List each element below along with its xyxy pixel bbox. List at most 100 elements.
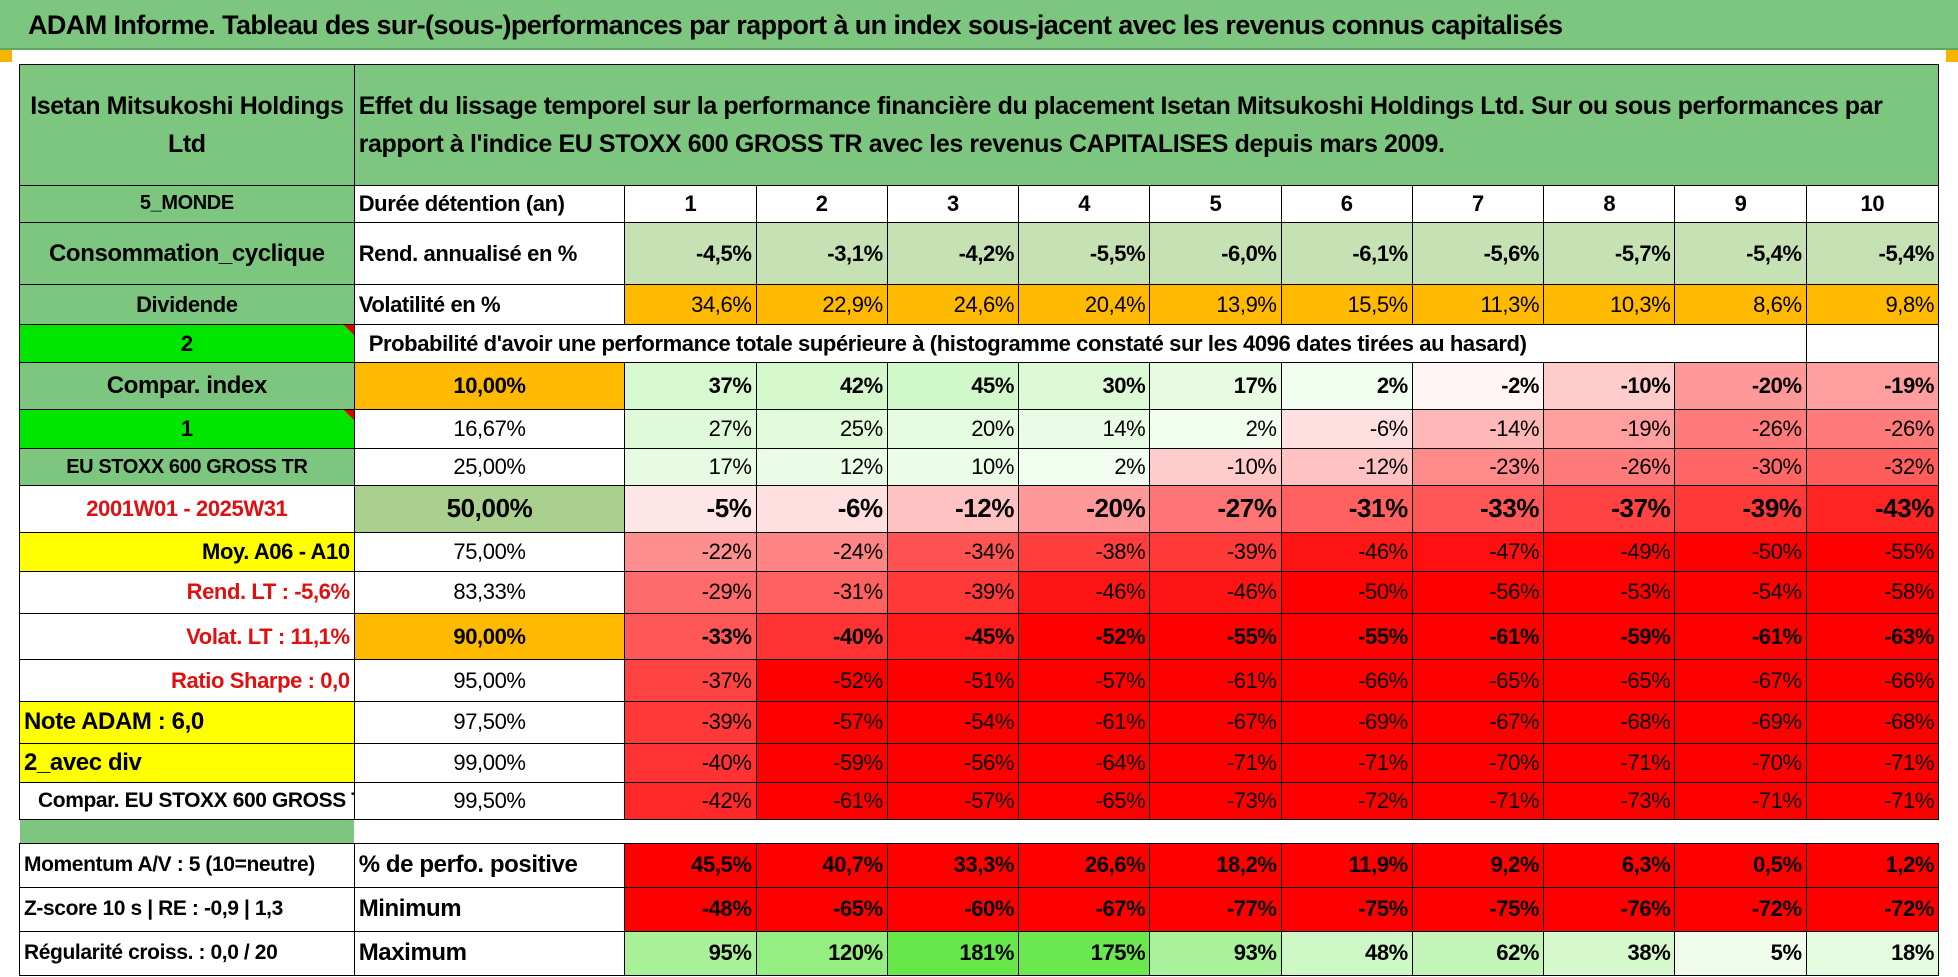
percentile-value: -66% (1280, 659, 1413, 702)
year-header: 3 (886, 184, 1020, 223)
volatility-label: Volatilité en % (353, 284, 626, 325)
percentile-value: 2% (1018, 448, 1151, 487)
minimum-value: -75% (1411, 886, 1545, 932)
annual-return-value: -3,1% (755, 221, 888, 286)
percentile-value: -40% (624, 742, 757, 784)
annual-return-label: Rend. annualisé en % (353, 221, 626, 286)
volatility-value: 8,6% (1674, 284, 1807, 325)
percentile-row: 2001W01 - 2025W31 50,00% -5% -6% -12% -20% -27… (19, 485, 1940, 533)
percentile-threshold: 95,00% (353, 659, 626, 702)
percentile-value: -55% (1805, 531, 1940, 573)
percentile-value: -54% (886, 700, 1020, 744)
percentile-value: 2% (1280, 362, 1413, 410)
percentile-value: -27% (1149, 485, 1282, 533)
percentile-value: -31% (755, 571, 888, 614)
maximum-value: 95% (624, 930, 757, 977)
maximum-value: 48% (1280, 930, 1413, 977)
percentile-value: -71% (1411, 782, 1545, 821)
percentile-value: -42% (624, 782, 757, 821)
positive-value: 6,3% (1543, 842, 1676, 888)
corner-marker-right (1946, 50, 1958, 62)
percentile-row: EU STOXX 600 GROSS TR 25,00% 17% 12% 10% 2% -1… (19, 448, 1940, 487)
percentile-value: -12% (886, 485, 1020, 533)
corner-marker-left (0, 50, 12, 62)
positive-value: 0,5% (1674, 842, 1807, 888)
percentile-value: -53% (1543, 571, 1676, 614)
positive-value: 45,5% (624, 842, 757, 888)
sector-label: Consommation_cyclique (19, 221, 355, 286)
table-description: Effet du lissage temporel sur la perform… (353, 64, 1940, 186)
annual-return-value: -5,6% (1411, 221, 1545, 286)
percentile-value: -26% (1805, 408, 1940, 450)
selector-2: 2 (19, 323, 355, 364)
dividend-mode: 2_avec div (19, 742, 355, 784)
year-header: 8 (1543, 184, 1676, 223)
year-header: 4 (1018, 184, 1151, 223)
percentile-value: -5% (624, 485, 757, 533)
percentile-value: -68% (1543, 700, 1676, 744)
percentile-threshold: 99,50% (353, 782, 626, 821)
percentile-value: -33% (624, 612, 757, 661)
annual-return-value: -4,2% (886, 221, 1020, 286)
percentile-value: -20% (1018, 485, 1151, 533)
percentile-value: -50% (1280, 571, 1413, 614)
sharpe-ratio: Ratio Sharpe : 0,0 (19, 659, 355, 702)
percentile-threshold: 50,00% (353, 485, 626, 533)
percentile-value: 17% (1149, 362, 1282, 410)
probability-header-row: 2 Probabilité d'avoir une performance tot… (19, 323, 1940, 364)
percentile-value: -46% (1149, 571, 1282, 614)
average-label: Moy. A06 - A10 (19, 531, 355, 573)
percentile-value: -39% (624, 700, 757, 744)
percentile-value: -34% (886, 531, 1020, 573)
empty-cell (1805, 323, 1940, 364)
company-name: Isetan Mitsukoshi Holdings Ltd (19, 64, 355, 186)
percentile-value: -68% (1805, 700, 1940, 744)
maximum-value: 120% (755, 930, 888, 977)
volatility-value: 11,3% (1411, 284, 1545, 325)
percentile-value: 12% (755, 448, 888, 487)
empty-cell (1674, 323, 1807, 364)
minimum-value: -72% (1805, 886, 1940, 932)
percentile-value: -70% (1411, 742, 1545, 784)
selector-1: 1 (19, 408, 355, 450)
regularity-label: Régularité croiss. : 0,0 / 20 (19, 930, 355, 977)
index-name: EU STOXX 600 GROSS TR (19, 448, 355, 487)
annual-return-value: -5,7% (1543, 221, 1676, 286)
percentile-value: -73% (1543, 782, 1676, 821)
percentile-value: -61% (1411, 612, 1545, 661)
maximum-row: Régularité croiss. : 0,0 / 20 Maximum 95% 1… (19, 930, 1940, 977)
positive-value: 18,2% (1149, 842, 1282, 888)
volatility-value: 9,8% (1805, 284, 1940, 325)
percentile-value: 27% (624, 408, 757, 450)
percentile-value: -71% (1543, 742, 1676, 784)
percentile-value: 25% (755, 408, 888, 450)
percentile-row: Moy. A06 - A10 75,00% -22% -24% -34% -38% -39%… (19, 531, 1940, 573)
positive-value: 33,3% (886, 842, 1020, 888)
minimum-label: Minimum (353, 886, 626, 932)
percentile-value: -19% (1805, 362, 1940, 410)
percentile-value: 30% (1018, 362, 1151, 410)
volatility-value: 20,4% (1018, 284, 1151, 325)
positive-value: 26,6% (1018, 842, 1151, 888)
percentile-value: -49% (1543, 531, 1676, 573)
momentum-label: Momentum A/V : 5 (10=neutre) (19, 842, 355, 888)
percentile-value: -26% (1674, 408, 1807, 450)
percentile-value: -52% (755, 659, 888, 702)
period-label: 2001W01 - 2025W31 (19, 485, 355, 533)
percentile-value: 42% (755, 362, 888, 410)
percentile-value: -61% (1149, 659, 1282, 702)
compar-index-label: Compar. index (19, 362, 355, 410)
year-header: 2 (755, 184, 888, 223)
percentile-value: -52% (1018, 612, 1151, 661)
percentile-value: -6% (1280, 408, 1413, 450)
percentile-value: -43% (1805, 485, 1940, 533)
percentile-threshold: 97,50% (353, 700, 626, 744)
percentile-row: Compar. EU STOXX 600 GROSS TR 99,50% -42% -… (19, 782, 1940, 821)
percentile-value: -56% (1411, 571, 1545, 614)
percentile-value: -2% (1411, 362, 1545, 410)
probability-label: Probabilité d'avoir une performance tota… (353, 323, 1675, 364)
percentile-value: -54% (1674, 571, 1807, 614)
percentile-value: -50% (1674, 531, 1807, 573)
percentile-value: -51% (886, 659, 1020, 702)
percentile-value: -47% (1411, 531, 1545, 573)
